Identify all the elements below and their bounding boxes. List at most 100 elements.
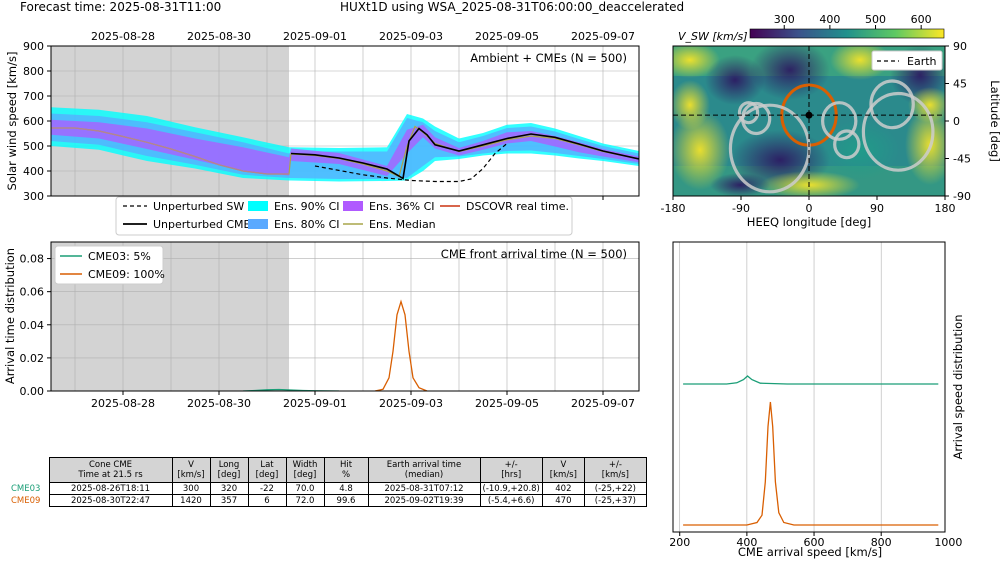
at-cme09-line (374, 299, 428, 391)
ts-legend: Unperturbed SW Unperturbed CME Ens. 90% … (115, 196, 573, 236)
table-cell: 300 (171, 482, 211, 495)
as-x-tick-label: 600 (804, 536, 825, 549)
map-x-tick-label: 90 (870, 202, 884, 215)
map-y-tick-label: 0 (953, 115, 960, 128)
as-cme03-line (683, 375, 939, 385)
table-header: Cone CME Time at 21.5 rs (48, 457, 173, 483)
ts-y-tick-label: 400 (23, 165, 44, 178)
legend-unperturbed-cme: Unperturbed CME (153, 218, 251, 231)
legend-cme09: CME09: 100% (88, 268, 165, 281)
table-cell: (-10.9,+20.8) (479, 482, 543, 495)
ts-y-tick-label: 700 (23, 90, 44, 103)
table-header: Earth arrival time (median) (367, 457, 481, 483)
table-row: CME03 2025-08-26T18:11 300 320 -22 70.0 4.8 202… (11, 482, 647, 495)
legend-swatch-ci90 (248, 201, 268, 211)
ts-annotation: Ambient + CMEs (N = 500) (470, 51, 627, 65)
forecast-time: Forecast time: 2025-08-31T11:00 (20, 0, 222, 14)
at-y-tick-label: 0.08 (20, 253, 45, 266)
ts-x-tick-label: 2025-08-28 (91, 30, 155, 43)
earth-marker (805, 111, 813, 119)
ts-past-line (51, 127, 289, 175)
at-x-tick-label: 2025-09-07 (571, 397, 635, 410)
at-y-tick-label: 0.00 (20, 385, 45, 398)
map-y-tick-label: -45 (953, 153, 971, 166)
table-header: Lat [deg] (247, 457, 287, 483)
table-cell: 72.0 (285, 494, 325, 507)
table-row-label: CME03 (11, 483, 41, 494)
table-cell: 70.0 (285, 482, 325, 495)
colorbar-tick-label: 600 (911, 13, 932, 26)
colorbar-tick-label: 500 (865, 13, 886, 26)
map-x-tick-label: -180 (661, 202, 686, 215)
table-cell: 357 (209, 494, 249, 507)
table-row-label: CME09 (11, 495, 41, 506)
table-cell: 2025-09-02T19:39 (367, 494, 481, 507)
legend-ci80: Ens. 80% CI (274, 218, 340, 231)
map-xlabel: HEEQ longitude [deg] (747, 215, 871, 229)
legend-cme03: CME03: 5% (88, 250, 151, 263)
colorbar (749, 28, 945, 39)
at-y-tick-label: 0.06 (20, 286, 45, 299)
table-cell: 4.8 (323, 482, 369, 495)
as-plot-area (673, 242, 945, 532)
table-row: CME09 2025-08-30T22:47 1420 357 6 72.0 99.6 202… (11, 494, 647, 507)
cme-outline (728, 103, 811, 194)
legend-ci36: Ens. 36% CI (369, 200, 435, 213)
at-ylabel: Arrival time distribution (3, 248, 17, 384)
table-header-row: Cone CME Time at 21.5 rs V [km/s] Long [deg… (11, 457, 647, 483)
table-cell: 1420 (171, 494, 211, 507)
table-cell: 99.6 (323, 494, 369, 507)
at-x-tick-label: 2025-09-05 (475, 397, 539, 410)
legend-swatch-ci36 (343, 201, 363, 211)
ts-y-tick-label: 500 (23, 140, 44, 153)
table-cell: 2025-08-30T22:47 (48, 494, 173, 507)
arrival-speed-chart: 200 400 600 800 1000 CME arrival speed [km/s… (669, 241, 965, 559)
colorbar-tick-label: 400 (819, 13, 840, 26)
table-cell: 470 (541, 494, 585, 507)
ts-y-tick-label: 600 (23, 115, 44, 128)
map-y-tick-label: 45 (953, 78, 967, 91)
map-heatmap (673, 46, 945, 196)
map-legend-box (871, 50, 943, 71)
ts-x-tick-label: 2025-09-05 (475, 30, 539, 43)
cme-summary-table: Cone CME Time at 21.5 rs V [km/s] Long [deg… (11, 457, 647, 507)
map-legend: Earth (871, 50, 943, 71)
solar-wind-map: -180 -90 0 90 180 90 45 0 -45 -90 HEEQ longitude… (661, 13, 1000, 229)
cme-outline (737, 101, 760, 125)
table-cell: (-25,+22) (583, 482, 647, 495)
run-title: HUXt1D using WSA_2025-08-31T06:00:00_dea… (340, 0, 685, 14)
ts-unperturbed-sw-line (314, 143, 508, 183)
at-frame (50, 241, 640, 392)
map-y-tick-label: 90 (953, 40, 967, 53)
cme-outline (820, 101, 858, 141)
ts-x-tick-label: 2025-09-01 (283, 30, 347, 43)
table-header: +/- [hrs] (479, 457, 543, 483)
arrival-time-chart: 0.00 0.02 0.04 0.06 0.08 2025-08-28 2025-08-3… (3, 241, 640, 410)
map-ylabel: Latitude [deg] (988, 80, 1000, 162)
ts-x-tick-label: 2025-09-03 (379, 30, 443, 43)
table-header: Width [deg] (285, 457, 325, 483)
as-frame (672, 241, 946, 533)
cme-outline (869, 79, 915, 130)
legend-earth: Earth (907, 55, 937, 68)
colorbar-tick-label: 300 (774, 13, 795, 26)
ts-y-tick-label: 900 (23, 40, 44, 53)
at-x-tick-label: 2025-08-28 (91, 397, 155, 410)
as-ylabel: Arrival speed distribution (951, 315, 965, 460)
table-cell: 2025-08-31T07:12 (367, 482, 481, 495)
at-y-tick-label: 0.02 (20, 352, 45, 365)
as-x-tick-label: 1000 (934, 536, 962, 549)
map-x-tick-label: 180 (935, 202, 956, 215)
legend-dscovr: DSCOVR real time. (466, 200, 569, 213)
table-header: +/- [km/s] (583, 457, 647, 483)
map-y-tick-label: -90 (953, 190, 971, 203)
ts-y-tick-label: 300 (23, 190, 44, 203)
legend-swatch-ci80 (248, 219, 268, 229)
legend-unperturbed-sw: Unperturbed SW (153, 200, 244, 213)
as-x-tick-label: 200 (669, 536, 690, 549)
table-cell: 402 (541, 482, 585, 495)
table-cell: 2025-08-26T18:11 (48, 482, 173, 495)
map-x-tick-label: -90 (732, 202, 750, 215)
legend-median: Ens. Median (369, 218, 436, 231)
table-header: V [km/s] (171, 457, 211, 483)
